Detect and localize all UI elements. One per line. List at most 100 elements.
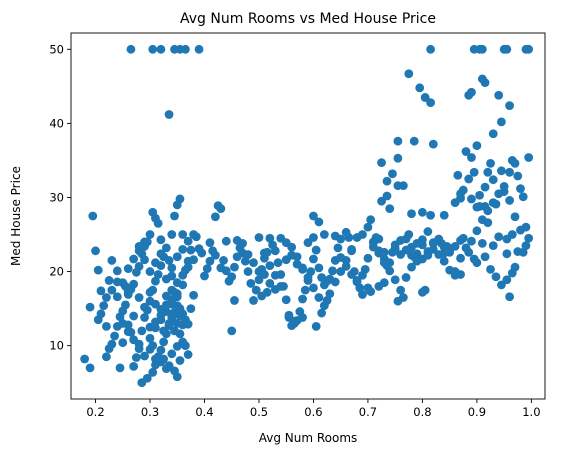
data-point — [131, 267, 141, 277]
data-point — [227, 326, 237, 336]
data-point — [472, 258, 482, 268]
x-tick-label: 0.9 — [468, 405, 486, 419]
data-point — [270, 270, 280, 280]
data-point — [161, 274, 171, 284]
x-tick-label: 1.0 — [522, 405, 540, 419]
data-point — [491, 272, 501, 282]
data-point — [412, 239, 422, 248]
data-point — [505, 167, 514, 177]
x-axis-label: Avg Num Rooms — [259, 431, 358, 445]
data-point — [137, 326, 147, 336]
data-point — [347, 244, 356, 254]
data-point — [363, 222, 373, 232]
data-point — [377, 158, 386, 168]
data-point — [385, 258, 395, 268]
data-point — [467, 153, 476, 162]
data-point — [151, 299, 160, 309]
x-tick-label: 0.5 — [250, 405, 268, 419]
data-point — [202, 264, 212, 273]
data-point — [483, 167, 493, 177]
data-point — [314, 263, 324, 273]
data-point — [181, 44, 190, 54]
data-point — [475, 190, 485, 200]
data-point — [341, 261, 351, 271]
data-point — [289, 316, 299, 326]
y-tick-label: 30 — [49, 190, 64, 204]
data-point — [314, 217, 324, 227]
data-point — [186, 304, 196, 314]
data-point — [445, 265, 455, 275]
data-point — [502, 234, 512, 244]
data-point — [134, 344, 144, 354]
data-point — [374, 234, 384, 244]
data-point — [366, 215, 376, 225]
data-point — [96, 309, 106, 319]
data-point — [385, 266, 395, 276]
data-point — [426, 210, 435, 220]
data-point — [510, 262, 520, 272]
data-point — [393, 136, 403, 146]
data-point — [270, 284, 280, 294]
data-point — [85, 363, 95, 373]
data-point — [524, 44, 534, 54]
data-point — [524, 233, 534, 243]
data-point — [140, 351, 149, 361]
data-point — [363, 253, 373, 263]
data-point — [467, 87, 476, 97]
data-point — [148, 367, 158, 377]
data-point — [93, 265, 103, 275]
data-point — [415, 83, 425, 93]
data-point — [347, 270, 356, 279]
data-point — [510, 212, 520, 222]
data-point — [99, 301, 109, 311]
data-point — [456, 253, 465, 263]
data-point — [426, 44, 435, 54]
data-point — [303, 238, 313, 248]
data-point — [488, 129, 498, 139]
data-point — [494, 90, 504, 100]
data-point — [396, 285, 406, 295]
data-point — [107, 256, 117, 265]
data-point — [156, 235, 166, 245]
data-point — [505, 292, 514, 302]
data-point — [453, 170, 463, 180]
data-point — [200, 271, 209, 281]
data-point — [409, 136, 419, 146]
data-point — [151, 317, 160, 327]
data-point — [164, 361, 174, 371]
data-point — [461, 243, 471, 253]
data-point — [434, 250, 444, 259]
data-point — [183, 262, 193, 272]
data-point — [140, 237, 149, 247]
data-point — [216, 263, 226, 273]
data-point — [420, 285, 430, 295]
data-point — [382, 191, 392, 201]
data-point — [238, 239, 248, 248]
data-point — [80, 354, 90, 364]
data-point — [112, 277, 122, 287]
data-point — [186, 245, 196, 255]
data-point — [240, 256, 250, 266]
data-point — [129, 335, 139, 345]
data-point — [505, 101, 514, 111]
data-point — [486, 264, 495, 274]
data-point — [368, 242, 378, 252]
data-point — [439, 210, 449, 220]
data-point — [189, 255, 198, 265]
y-axis: 10 20 30 40 50 — [49, 42, 71, 353]
y-tick-label: 20 — [49, 265, 64, 279]
data-point — [472, 141, 482, 151]
data-point — [281, 295, 291, 305]
x-tick-label: 0.4 — [195, 405, 213, 419]
data-point — [268, 240, 277, 250]
data-point — [319, 280, 329, 290]
data-point — [230, 296, 239, 305]
data-point — [102, 352, 111, 362]
data-point — [330, 231, 340, 241]
data-point — [401, 245, 411, 255]
data-point — [309, 283, 318, 293]
data-point — [328, 266, 337, 276]
data-point — [251, 285, 261, 295]
data-point — [404, 69, 414, 79]
data-point — [205, 256, 215, 266]
